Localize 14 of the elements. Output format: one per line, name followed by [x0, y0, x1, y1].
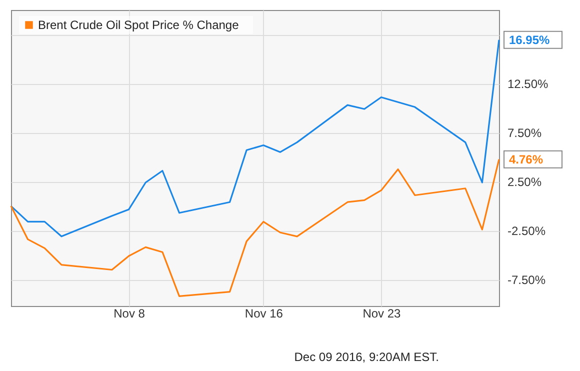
y-tick-label: 7.50%	[508, 126, 542, 140]
y-tick-label: -7.50%	[508, 273, 546, 288]
y-tick-label: -2.50%	[508, 224, 546, 238]
text: Dec 09 2016, 9:20AM EST.	[294, 350, 439, 364]
y-tick-label: 2.50%	[508, 175, 542, 190]
x-tick-label: Nov 16	[244, 306, 284, 320]
line-series	[10, 158, 500, 297]
legend-label: Brent Crude Oil Spot Price % Change	[38, 18, 240, 32]
data-label: 4.76%	[509, 152, 544, 166]
x-tick-label: Nov 8	[114, 306, 146, 320]
y-tick-label: 12.50%	[508, 77, 549, 92]
line-series	[10, 39, 500, 238]
data-label: 16.95%	[509, 32, 550, 47]
x-tick-label: Nov 23	[362, 306, 402, 320]
